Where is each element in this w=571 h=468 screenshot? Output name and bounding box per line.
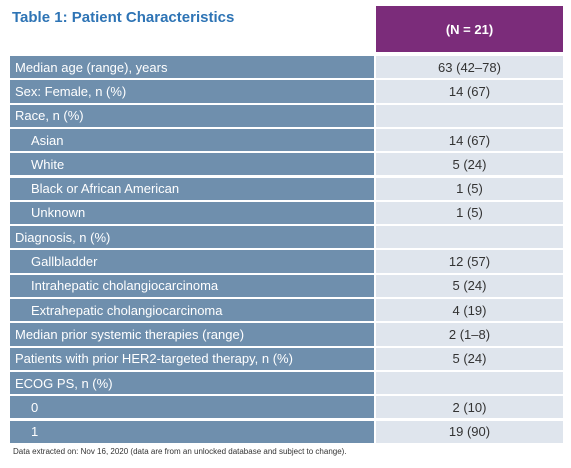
row-label: Median prior systemic therapies (range) <box>10 323 374 346</box>
sub-row-label: Black or African American <box>10 177 374 200</box>
row-value: 14 (67) <box>376 128 563 152</box>
row-value: 12 (57) <box>376 250 563 273</box>
sub-row-label: Gallbladder <box>10 250 374 273</box>
row-value: 1 (5) <box>376 201 563 225</box>
sub-row-label: Extrahepatic cholangiocarcinoma <box>10 299 374 322</box>
sub-row-label: Asian <box>10 128 374 152</box>
row-label: Diagnosis, n (%) <box>10 226 374 249</box>
sub-row-label: Intrahepatic cholangiocarcinoma <box>10 274 374 297</box>
row-value: 63 (42–78) <box>376 56 563 79</box>
row-value <box>376 104 563 127</box>
sub-row-label: 1 <box>10 420 374 443</box>
header-cell: (N = 21) <box>376 6 563 52</box>
row-value: 19 (90) <box>376 420 563 443</box>
row-value: 5 (24) <box>376 347 563 370</box>
row-value <box>376 371 563 395</box>
row-label: Median age (range), years <box>10 56 374 79</box>
table-title: Table 1: Patient Characteristics <box>12 9 235 26</box>
row-value: 1 (5) <box>376 177 563 200</box>
row-value: 2 (10) <box>376 396 563 419</box>
sub-row-label: 0 <box>10 396 374 419</box>
row-label: Race, n (%) <box>10 104 374 127</box>
row-value: 14 (67) <box>376 80 563 103</box>
row-value <box>376 226 563 249</box>
sub-row-label: White <box>10 153 374 176</box>
sub-row-label: Unknown <box>10 201 374 225</box>
row-label: ECOG PS, n (%) <box>10 371 374 395</box>
row-value: 4 (19) <box>376 299 563 322</box>
row-value: 5 (24) <box>376 274 563 297</box>
row-value: 2 (1–8) <box>376 323 563 346</box>
row-label: Sex: Female, n (%) <box>10 80 374 103</box>
footnote: Data extracted on: Nov 16, 2020 (data ar… <box>13 447 347 456</box>
row-value: 5 (24) <box>376 153 563 176</box>
row-label: Patients with prior HER2-targeted therap… <box>10 347 374 370</box>
